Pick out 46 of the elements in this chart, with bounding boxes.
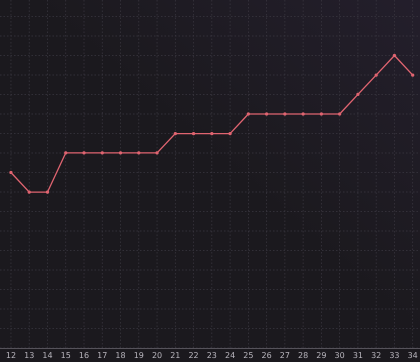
x-tick-label: 31: [352, 351, 364, 360]
x-tick-label: 24: [224, 351, 236, 360]
x-tick-label: 29: [316, 351, 326, 360]
x-tick-label: 14: [42, 351, 53, 360]
x-tick-label: 33: [389, 351, 400, 360]
point: [374, 74, 378, 77]
x-tick-label: 13: [24, 351, 34, 360]
point: [265, 112, 268, 116]
point: [246, 112, 250, 116]
point: [82, 151, 86, 154]
x-tick-label: 26: [262, 351, 272, 360]
x-tick-label: 19: [134, 351, 144, 360]
point: [283, 112, 286, 116]
x-tick-label: 15: [60, 351, 71, 360]
point: [46, 190, 50, 194]
point: [9, 170, 13, 174]
x-tick-label: 12: [6, 351, 16, 360]
point: [392, 54, 396, 58]
x-tick-label: 20: [152, 351, 162, 360]
point: [174, 132, 177, 136]
x-tick-label: 27: [280, 351, 290, 360]
point: [155, 151, 159, 154]
point: [28, 190, 31, 194]
x-tick-label: 32: [371, 351, 382, 360]
x-tick-label: 28: [298, 351, 308, 360]
x-tick-label: 17: [97, 351, 108, 360]
point: [118, 151, 122, 154]
point: [338, 112, 342, 116]
point: [356, 92, 360, 96]
point: [228, 132, 232, 136]
x-tick-label: 23: [206, 351, 217, 360]
point: [137, 151, 140, 154]
x-tick-label: 18: [115, 351, 126, 360]
point: [320, 112, 323, 116]
x-tick-label: 34: [408, 351, 418, 360]
point: [100, 151, 104, 154]
x-tick-label: 22: [188, 351, 199, 360]
x-tick-label: 25: [243, 351, 254, 360]
x-tick-label: 16: [78, 351, 90, 360]
x-tick-label: 21: [170, 351, 180, 360]
point: [192, 132, 196, 136]
x-tick-label: 30: [334, 351, 345, 360]
point: [210, 132, 214, 136]
point: [302, 112, 305, 116]
point: [64, 151, 68, 154]
point: [411, 74, 414, 77]
